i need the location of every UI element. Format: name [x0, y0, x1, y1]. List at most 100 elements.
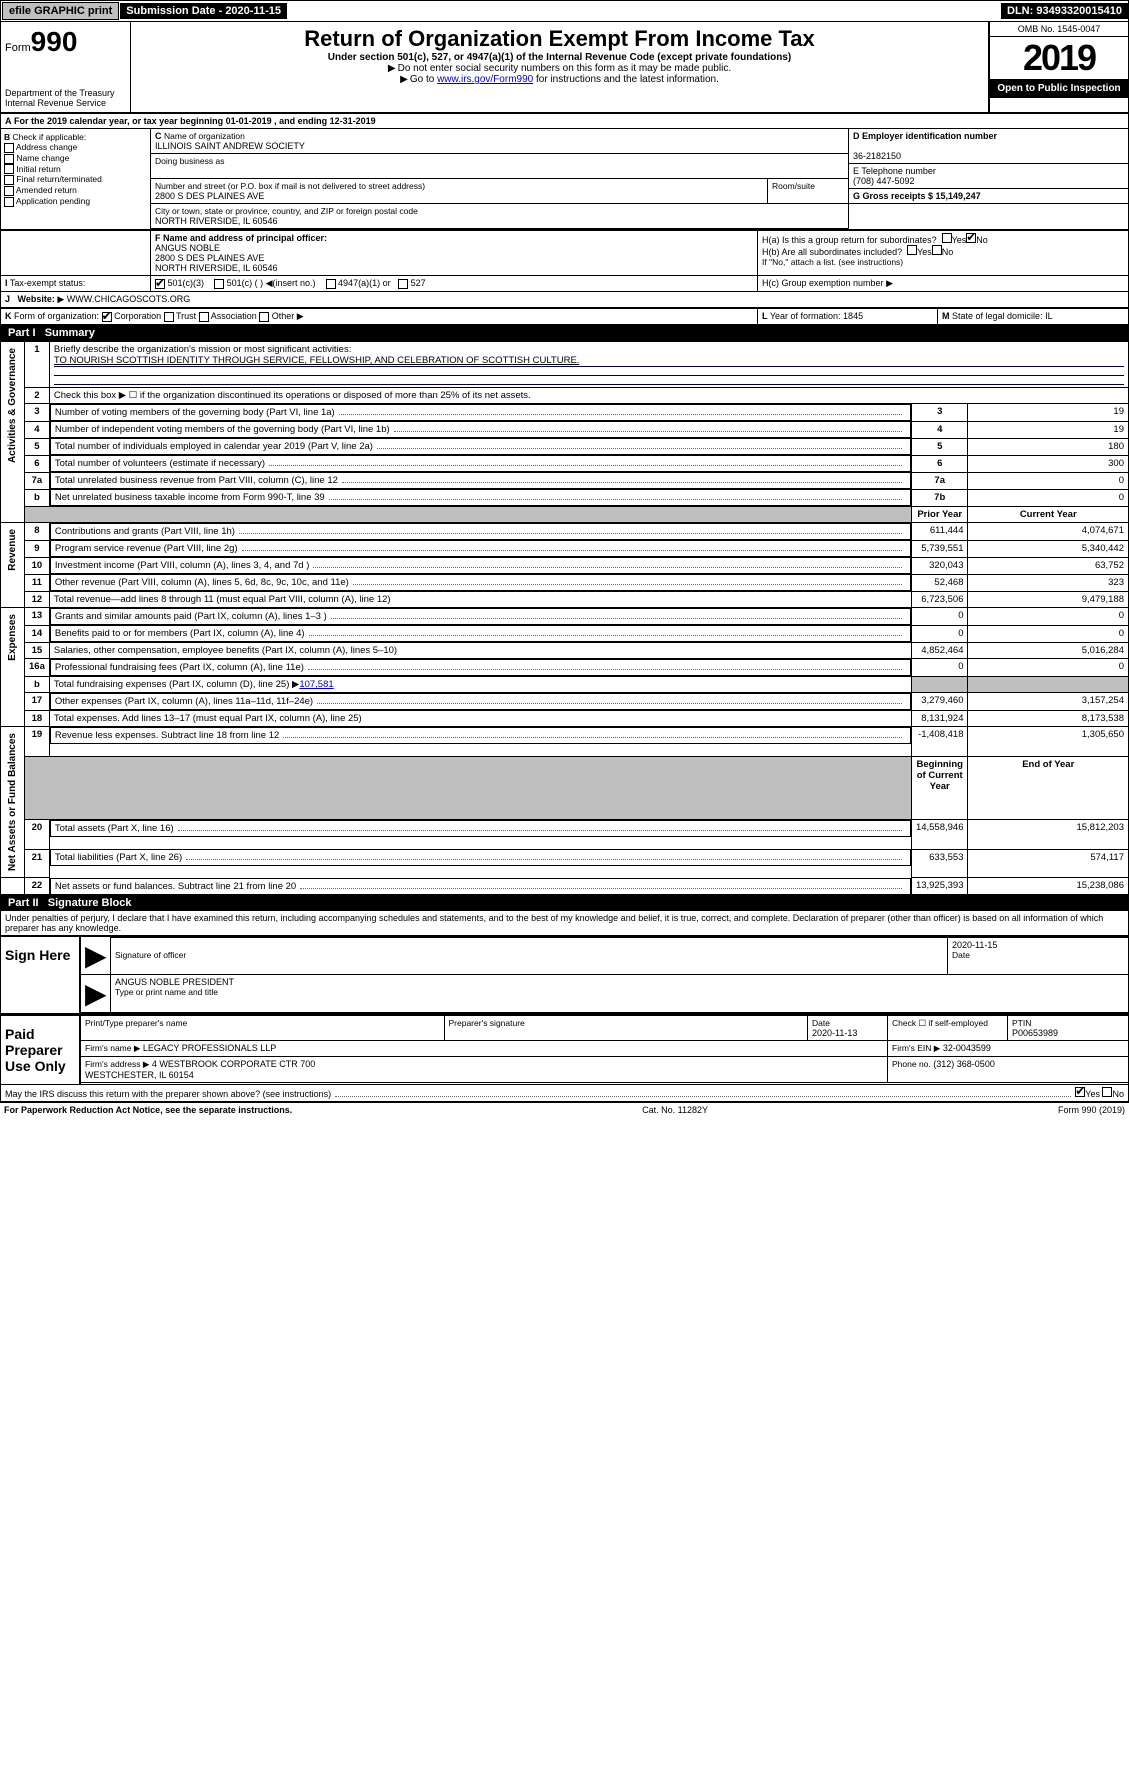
insert-no: (insert no.): [273, 278, 316, 288]
mission-text: TO NOURISH SCOTTISH IDENTITY THROUGH SER…: [54, 355, 580, 366]
sig-officer-label: Signature of officer: [115, 950, 186, 960]
other-label: Other: [272, 311, 295, 321]
firm-ein: 32-0043599: [943, 1043, 991, 1053]
side-governance: Activities & Governance: [5, 344, 20, 467]
l15-prior: 4,852,464: [911, 643, 968, 659]
initial-return-label: Initial return: [16, 164, 60, 174]
firm-name: LEGACY PROFESSIONALS LLP: [143, 1043, 276, 1053]
room-label: Room/suite: [772, 181, 815, 191]
name-change-checkbox[interactable]: [4, 154, 14, 164]
tax-year: 2019: [990, 37, 1128, 79]
officer-city: NORTH RIVERSIDE, IL 60546: [155, 263, 278, 273]
l15-label: Salaries, other compensation, employee b…: [49, 643, 911, 659]
l13-prior: 0: [911, 608, 968, 626]
initial-return-checkbox[interactable]: [4, 164, 14, 174]
ein-value: 36-2182150: [853, 151, 901, 161]
sign-here-label: Sign Here: [1, 937, 81, 1013]
final-return-label: Final return/terminated: [16, 174, 102, 184]
hb-no-checkbox[interactable]: [932, 245, 942, 255]
ha-yes-checkbox[interactable]: [942, 233, 952, 243]
discuss-no-checkbox[interactable]: [1102, 1087, 1112, 1097]
l3-label: Number of voting members of the governin…: [55, 407, 335, 418]
4947-checkbox[interactable]: [326, 279, 336, 289]
form-org-label: Form of organization:: [14, 311, 99, 321]
box-b-label: Check if applicable:: [13, 132, 87, 142]
l18-curr: 8,173,538: [968, 711, 1129, 727]
l12-prior: 6,723,506: [911, 592, 968, 608]
app-pending-label: Application pending: [16, 196, 90, 206]
l7b-label: Net unrelated business taxable income fr…: [55, 492, 325, 503]
sig-date-value: 2020-11-15: [952, 940, 997, 950]
name-change-label: Name change: [16, 153, 69, 163]
form-number: 990: [31, 26, 78, 57]
l13-label: Grants and similar amounts paid (Part IX…: [55, 611, 327, 622]
ha-no: No: [976, 235, 988, 245]
website-value: WWW.CHICAGOSCOTS.ORG: [67, 294, 191, 304]
l19-label: Revenue less expenses. Subtract line 18 …: [55, 730, 279, 741]
l16b-value: 107,581: [299, 679, 333, 690]
website-label: Website:: [18, 294, 55, 304]
addr-label: Number and street (or P.O. box if mail i…: [155, 181, 425, 191]
part2-title: Signature Block: [48, 897, 132, 909]
amended-return-checkbox[interactable]: [4, 186, 14, 196]
efile-badge: efile GRAPHIC print: [2, 2, 119, 20]
l14-label: Benefits paid to or for members (Part IX…: [55, 628, 305, 639]
discuss-yes-checkbox[interactable]: [1075, 1087, 1085, 1097]
part2-header: Part II Signature Block: [0, 895, 1129, 911]
period-text: For the 2019 calendar year, or tax year …: [14, 116, 376, 126]
501c3-checkbox[interactable]: [155, 279, 165, 289]
l6-label: Total number of volunteers (estimate if …: [55, 458, 265, 469]
ha-yes: Yes: [952, 235, 967, 245]
paid-preparer-label: Paid Preparer Use Only: [1, 1016, 81, 1084]
open-inspection: Open to Public Inspection: [990, 79, 1128, 98]
final-return-checkbox[interactable]: [4, 175, 14, 185]
gross-receipts: G Gross receipts $ 15,149,247: [853, 191, 981, 201]
addr-change-checkbox[interactable]: [4, 143, 14, 153]
app-pending-checkbox[interactable]: [4, 197, 14, 207]
l20-label: Total assets (Part X, line 16): [55, 823, 174, 834]
phone-label: E Telephone number: [853, 166, 936, 176]
dba-label: Doing business as: [155, 156, 224, 166]
l16a-prior: 0: [911, 659, 968, 677]
entity-block: B Check if applicable: Address change Na…: [0, 129, 1129, 231]
firm-addr-label: Firm's address ▶: [85, 1059, 149, 1069]
org-name-label: Name of organization: [164, 131, 245, 141]
type-name-label: Type or print name and title: [115, 987, 218, 997]
501c-checkbox[interactable]: [214, 279, 224, 289]
trust-checkbox[interactable]: [164, 312, 174, 322]
other-checkbox[interactable]: [259, 312, 269, 322]
box-right: D Employer identification number36-21821…: [848, 129, 1128, 229]
discuss-label: May the IRS discuss this return with the…: [5, 1089, 331, 1099]
prep-phone-label: Phone no.: [892, 1059, 931, 1069]
527-checkbox[interactable]: [398, 279, 408, 289]
amended-return-label: Amended return: [16, 185, 77, 195]
l14-curr: 0: [968, 625, 1129, 643]
l17-curr: 3,157,254: [968, 693, 1129, 711]
4947-label: 4947(a)(1) or: [338, 278, 391, 288]
firm-name-label: Firm's name ▶: [85, 1043, 140, 1053]
footer-form: Form 990 (2019): [1058, 1105, 1125, 1115]
l20-curr: 15,812,203: [968, 820, 1129, 849]
corp-checkbox[interactable]: [102, 312, 112, 322]
l4-value: 19: [968, 421, 1129, 438]
part1-num: Part I: [8, 327, 36, 339]
tax-exempt-row: I Tax-exempt status: 501(c)(3) 501(c) ( …: [0, 276, 1129, 292]
prep-sig-label: Preparer's signature: [449, 1018, 525, 1028]
hb-no: No: [942, 247, 954, 257]
assoc-checkbox[interactable]: [199, 312, 209, 322]
l16a-label: Professional fundraising fees (Part IX, …: [55, 662, 304, 673]
527-label: 527: [411, 278, 426, 288]
website-row: J Website: ▶ WWW.CHICAGOSCOTS.ORG: [0, 292, 1129, 309]
officer-h-row: F Name and address of principal officer:…: [0, 231, 1129, 276]
omb-number: OMB No. 1545-0047: [990, 22, 1128, 37]
l13-curr: 0: [968, 608, 1129, 626]
l22-curr: 15,238,086: [968, 878, 1129, 895]
ha-no-checkbox[interactable]: [966, 233, 976, 243]
l18-label: Total expenses. Add lines 13–17 (must eq…: [49, 711, 911, 727]
org-name: ILLINOIS SAINT ANDREW SOCIETY: [155, 141, 305, 151]
city-value: NORTH RIVERSIDE, IL 60546: [155, 216, 278, 226]
hb-yes-checkbox[interactable]: [907, 245, 917, 255]
instructions-link[interactable]: www.irs.gov/Form990: [437, 74, 533, 85]
box-c: C Name of organizationILLINOIS SAINT AND…: [151, 129, 848, 229]
l5-value: 180: [968, 438, 1129, 455]
